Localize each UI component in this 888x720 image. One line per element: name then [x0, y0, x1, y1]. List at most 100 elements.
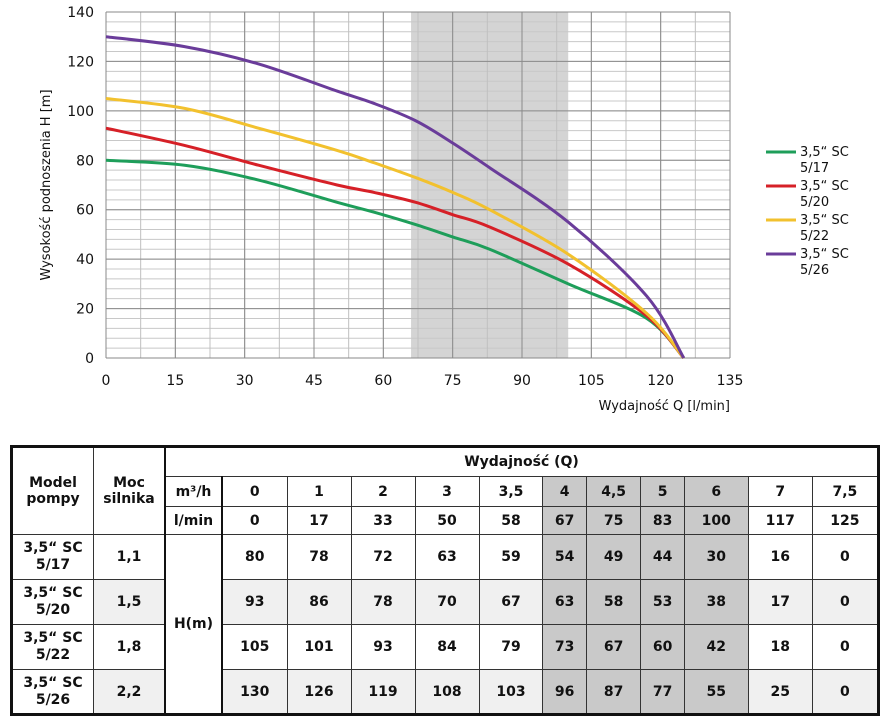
y-tick-label: 20: [76, 302, 94, 318]
table-row: 3,5“ SC 5/17 1,1 H(m) 80 78 72 63 59 54 49 44 30 16 0: [11, 534, 880, 715]
head-value: 42: [706, 639, 727, 655]
head-value: 0: [840, 639, 850, 655]
lmin-value: 0: [249, 512, 260, 529]
head-value: 38: [706, 594, 727, 610]
legend-label: 3,5“ SC: [800, 179, 849, 194]
head-value: 96: [554, 683, 575, 700]
lmin-value: 17: [309, 512, 329, 529]
head-value: 49: [603, 549, 624, 565]
table-row: 3,5“ SC 5/22 1,8 105 101 93 84 79 73 67 60 42 18 0: [11, 624, 880, 670]
motor-power: 1,5: [116, 594, 142, 610]
m3h-value: 6: [711, 483, 722, 500]
y-tick-label: 60: [76, 203, 94, 219]
head-value: 86: [309, 594, 329, 610]
legend-label: 5/17: [800, 161, 829, 176]
pump-curve-chart: 0 20 40 60 80 100 120 140 0 15 30 45 60 75 90 105 120 135…: [39, 5, 849, 414]
table-row: 3,5“ SC 5/26 2,2 130 126 119 108 103 96 87 77 55 25 0: [11, 669, 880, 715]
motor-power: 2,2: [116, 683, 142, 700]
model-name: 3,5“ SC: [23, 630, 83, 646]
x-tick-label: 0: [102, 373, 111, 389]
header-flow: Wydajność (Q): [464, 454, 579, 470]
m3h-value: 5: [657, 483, 668, 500]
lmin-value: 58: [501, 512, 521, 529]
model-code: 5/17: [35, 557, 71, 573]
unit-m3h: m³/h: [175, 483, 212, 500]
x-tick-label: 15: [166, 373, 184, 389]
head-value: 73: [554, 639, 575, 655]
model-name: 3,5“ SC: [23, 585, 83, 601]
head-value: 55: [706, 683, 727, 700]
table-row: 3,5“ SC 5/20 1,5 93 86 78 70 67 63 58 53 38 17 0: [11, 579, 880, 625]
lmin-value: 67: [554, 512, 575, 529]
m3h-value: 7: [775, 483, 786, 500]
legend-label: 3,5“ SC: [800, 145, 849, 160]
head-value: 77: [652, 683, 673, 700]
x-tick-label: 90: [513, 373, 531, 389]
unit-h: H(m): [173, 616, 214, 632]
x-tick-label: 60: [374, 373, 392, 389]
model-code: 5/20: [35, 602, 71, 618]
m3h-value: 0: [249, 483, 260, 500]
m3h-value: 2: [378, 483, 388, 500]
m3h-value: 4: [559, 483, 570, 500]
head-value: 70: [437, 594, 457, 610]
x-tick-label: 45: [305, 373, 323, 389]
unit-lmin: l/min: [173, 512, 214, 529]
x-tick-label: 30: [236, 373, 254, 389]
head-value: 93: [373, 639, 393, 655]
head-value: 72: [373, 549, 393, 565]
head-value: 67: [603, 639, 624, 655]
head-value: 53: [652, 594, 673, 610]
head-value: 63: [554, 594, 575, 610]
head-value: 0: [840, 549, 850, 565]
series-line: [105, 158, 685, 360]
lmin-value: 100: [701, 512, 731, 529]
head-value: 84: [437, 639, 457, 655]
legend-label: 5/26: [800, 263, 829, 278]
lmin-value: 117: [765, 512, 795, 529]
head-value: 103: [496, 683, 526, 700]
model-code: 5/22: [35, 647, 71, 663]
x-tick-label: 105: [578, 373, 605, 389]
series-line: [105, 126, 685, 359]
y-tick-label: 80: [76, 153, 94, 169]
head-value: 54: [554, 549, 575, 565]
head-value: 0: [840, 594, 850, 610]
head-value: 17: [770, 594, 791, 610]
legend-label: 3,5“ SC: [800, 247, 849, 262]
head-value: 87: [603, 683, 624, 700]
x-tick-label: 75: [444, 373, 462, 389]
y-tick-label: 100: [67, 104, 94, 120]
legend-label: 5/20: [800, 195, 829, 210]
head-value: 80: [245, 549, 265, 565]
head-value: 44: [652, 549, 673, 565]
x-tick-label: 135: [717, 373, 744, 389]
m3h-value: 7,5: [832, 483, 858, 500]
head-value: 78: [373, 594, 393, 610]
legend-label: 5/22: [800, 229, 829, 244]
head-value: 67: [501, 594, 521, 610]
lmin-value: 75: [603, 512, 624, 529]
head-value: 105: [240, 639, 270, 655]
series-line: [105, 35, 686, 359]
header-power: Moc silnika: [103, 475, 155, 507]
head-value: 30: [706, 549, 727, 565]
motor-power: 1,8: [116, 639, 142, 655]
y-axis-label: Wysokość podnoszenia H [m]: [39, 89, 54, 280]
lmin-value: 125: [830, 512, 860, 529]
x-axis-label: Wydajność Q [l/min]: [599, 399, 730, 414]
head-value: 63: [437, 549, 457, 565]
head-value: 59: [501, 549, 521, 565]
lmin-value: 83: [652, 512, 673, 529]
m3h-value: 3,5: [498, 483, 524, 500]
head-value: 16: [770, 549, 791, 565]
head-value: 78: [309, 549, 329, 565]
head-value: 119: [368, 683, 398, 700]
y-tick-label: 0: [85, 351, 94, 367]
head-value: 130: [240, 683, 270, 700]
head-value: 25: [770, 683, 791, 700]
head-value: 18: [770, 639, 791, 655]
head-value: 79: [501, 639, 521, 655]
head-value: 58: [603, 594, 624, 610]
m3h-value: 3: [442, 483, 452, 500]
